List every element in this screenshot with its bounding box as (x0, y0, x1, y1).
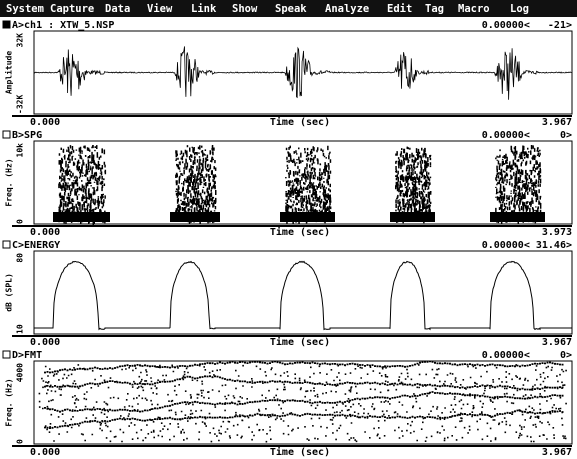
menu-item[interactable]: Show (232, 3, 258, 15)
waveform (33, 46, 572, 100)
menu-item[interactable]: Edit (387, 3, 412, 15)
menu-item[interactable]: Analyze (325, 3, 369, 15)
menu-item[interactable]: Link (191, 3, 217, 15)
energy-curve (34, 260, 572, 331)
panel: B>SPG 0.00000< 0> Freq. (Hz)10k 0 0.000 Time … (2, 130, 573, 238)
cursor-readout: 0.00000< 0> (482, 350, 572, 361)
menu-item[interactable]: Log (510, 3, 529, 15)
panel-selector[interactable] (2, 20, 11, 29)
menu-background (0, 0, 577, 17)
y-bottom-label: 0 (16, 439, 25, 444)
cursor-readout: 0.00000< -21> (482, 20, 572, 31)
x-end-label: 3.973 (542, 227, 572, 238)
x-end-label: 3.967 (542, 447, 572, 458)
panel-selector[interactable] (2, 240, 11, 249)
panel-title: A>ch1 : XTW_5.NSP (12, 20, 114, 31)
y-axis-label: dB (SPL) (5, 273, 14, 312)
menu-item[interactable]: Data (105, 3, 130, 15)
plot-frame (33, 360, 573, 445)
y-axis-label: Freq. (Hz) (5, 378, 14, 426)
formant-dots (38, 360, 567, 443)
y-axis-label: Amplitude (4, 51, 14, 95)
y-top-label: 4000 (16, 363, 25, 382)
cursor-readout: 0.00000< 31.46> (482, 240, 572, 251)
menu-item[interactable]: Capture (50, 3, 94, 15)
y-top-label: 32K (16, 33, 25, 48)
menu-item[interactable]: Tag (425, 3, 444, 15)
x-end-label: 3.967 (542, 117, 572, 128)
y-bottom-label: 0 (16, 219, 25, 224)
menu-item[interactable]: System (6, 3, 44, 15)
y-bottom-label: 10 (16, 324, 25, 334)
panel: D>FMT 0.00000< 0> Freq. (Hz)4000 0 0.000 Time… (2, 350, 573, 458)
spectrogram (53, 145, 545, 225)
panel-title: D>FMT (12, 350, 42, 361)
x-start-label: 0.000 (30, 337, 60, 348)
y-axis-label: Freq. (Hz) (5, 158, 14, 206)
x-axis-label: Time (sec) (270, 226, 330, 238)
menu-item[interactable]: Speak (275, 3, 307, 15)
x-start-label: 0.000 (30, 447, 60, 458)
panel-selector[interactable] (2, 350, 11, 359)
panel-title: B>SPG (12, 130, 42, 141)
cursor-readout: 0.00000< 0> (482, 130, 572, 141)
y-bottom-label: -32K (16, 95, 25, 114)
plot-frame (33, 250, 573, 335)
menu-bar: System Capture Data View Link Show Speak Analyz… (0, 0, 577, 17)
menu-item[interactable]: View (147, 3, 173, 15)
x-start-label: 0.000 (30, 117, 60, 128)
x-axis-label: Time (sec) (270, 446, 330, 458)
panel-selector[interactable] (2, 130, 11, 139)
y-top-label: 10k (16, 143, 25, 158)
panel: A>ch1 : XTW_5.NSP 0.00000< -21>Amplitude3… (2, 20, 573, 128)
panel: C>ENERGY 0.00000< 31.46> dB (SPL) 80 10 0.000… (2, 240, 573, 348)
panel-title: C>ENERGY (12, 240, 60, 251)
x-start-label: 0.000 (30, 227, 60, 238)
x-axis-label: Time (sec) (270, 336, 330, 348)
x-end-label: 3.967 (542, 337, 572, 348)
y-top-label: 80 (16, 253, 25, 263)
x-axis-label: Time (sec) (270, 116, 330, 128)
menu-item[interactable]: Macro (458, 3, 490, 15)
